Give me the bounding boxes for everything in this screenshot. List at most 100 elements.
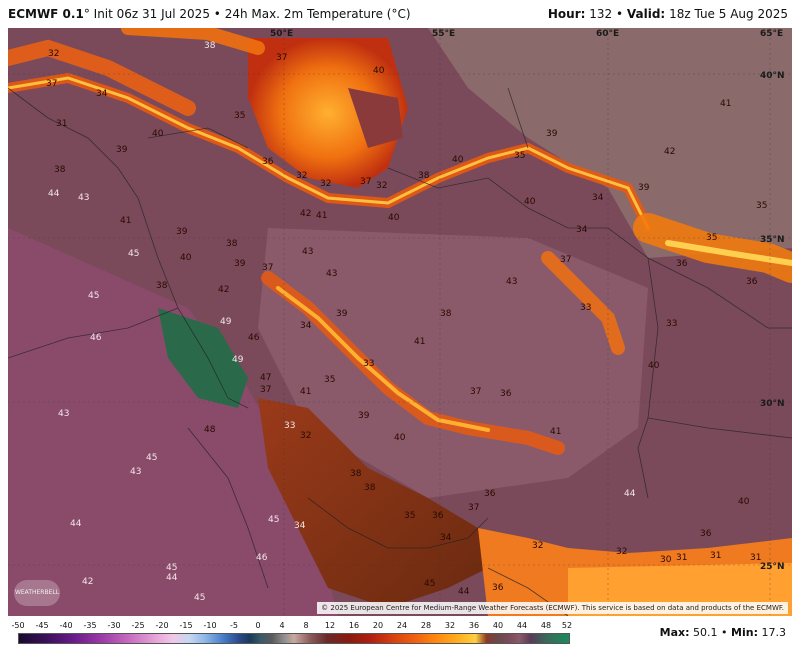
temp-label: 37 <box>468 503 479 513</box>
temp-label: 43 <box>130 467 141 477</box>
zagros-band-core <box>276 286 490 432</box>
temp-label: 38 <box>418 171 430 181</box>
map-canvas: 50°E 55°E 60°E 65°E 40°N 35°N 30°N 25°N … <box>8 28 792 616</box>
temp-label: 41 <box>120 216 131 226</box>
temp-label: 43 <box>58 409 69 419</box>
temp-label: 32 <box>296 171 307 181</box>
init-time: Init 06z 31 Jul 2025 <box>93 7 210 21</box>
temp-label: 46 <box>90 333 102 343</box>
temp-label: 39 <box>336 309 348 319</box>
temp-label: 36 <box>492 583 504 593</box>
grid-coordinate-labels: 50°E 55°E 60°E 65°E 40°N 35°N 30°N 25°N <box>270 29 785 572</box>
temp-label: 42 <box>218 285 229 295</box>
temp-label: 31 <box>710 551 721 561</box>
min-value: 17.3 <box>761 626 787 639</box>
temp-label: 38 <box>440 309 452 319</box>
persian-gulf <box>258 398 488 608</box>
temp-label: 30 <box>660 555 672 565</box>
hindukush-band-core <box>665 240 792 266</box>
land-iran-plateau <box>258 228 648 498</box>
temp-label: 32 <box>376 181 387 191</box>
temp-label: 41 <box>720 99 731 109</box>
caucasus-band <box>8 39 196 116</box>
temp-label: 43 <box>302 247 313 257</box>
temp-label: 42 <box>82 577 93 587</box>
scale-tick: 32 <box>444 621 456 630</box>
temp-label: 41 <box>300 387 311 397</box>
temp-label: 45 <box>268 515 279 525</box>
temp-label: 38 <box>54 165 66 175</box>
temp-label: 36 <box>484 489 496 499</box>
scale-tick: 40 <box>492 621 504 630</box>
temp-label: 40 <box>388 213 400 223</box>
temp-label: 40 <box>452 155 464 165</box>
temp-label: 37 <box>262 263 273 273</box>
scale-ticks: -50 -45 -40 -35 -30 -25 -20 -15 -10 -5 0… <box>11 621 572 633</box>
temp-label: 41 <box>414 337 425 347</box>
max-label: Max: <box>659 626 690 639</box>
temp-label: 33 <box>284 421 295 431</box>
grid-lines <box>8 28 792 616</box>
scale-tick: -5 <box>230 621 238 630</box>
temp-label: 45 <box>166 563 177 573</box>
scale-tick: 4 <box>279 621 285 630</box>
temperature-labels: 38 32 37 34 37 31 40 35 40 39 38 44 43 4… <box>46 41 767 603</box>
caspian-east-shore <box>348 88 403 148</box>
temp-label: 32 <box>616 547 627 557</box>
scale-tick: 44 <box>516 621 528 630</box>
hour-value: 132 <box>589 7 613 21</box>
scale-tick: -15 <box>179 621 193 630</box>
temp-label: 34 <box>592 193 604 203</box>
temp-label: 44 <box>458 587 470 597</box>
temp-label: 36 <box>746 277 758 287</box>
scale-tick: -25 <box>131 621 145 630</box>
temp-label: 39 <box>234 259 246 269</box>
temp-label: 35 <box>514 151 525 161</box>
temp-label: 33 <box>580 303 591 313</box>
temp-label: 45 <box>194 593 205 603</box>
temp-label: 48 <box>204 425 216 435</box>
temperature-map[interactable]: 50°E 55°E 60°E 65°E 40°N 35°N 30°N 25°N … <box>8 28 792 616</box>
temp-label: 47 <box>260 373 271 383</box>
weatherbell-logo: WEATHERBELL <box>14 580 60 606</box>
temp-label: 36 <box>432 511 444 521</box>
temp-label: 46 <box>248 333 260 343</box>
temp-label: 44 <box>166 573 178 583</box>
temp-label: 36 <box>500 389 512 399</box>
grid-label-55e: 55°E <box>432 29 455 39</box>
temp-label: 38 <box>156 281 168 291</box>
temp-label: 40 <box>373 66 385 76</box>
temp-label: 38 <box>350 469 362 479</box>
temp-label: 35 <box>756 201 767 211</box>
grid-label-40n: 40°N <box>760 71 785 81</box>
land-northeast <box>428 28 792 258</box>
model-degree: ° <box>83 7 90 21</box>
scale-tick: 36 <box>468 621 480 630</box>
temp-label: 37 <box>560 255 571 265</box>
scale-tick: -50 <box>11 621 25 630</box>
temp-label: 32 <box>48 49 59 59</box>
separator: • <box>721 626 728 639</box>
scale-tick: 24 <box>396 621 408 630</box>
temp-label: 37 <box>46 79 57 89</box>
grid-label-65e: 65°E <box>760 29 783 39</box>
separator: • <box>213 7 221 21</box>
map-header: ECMWF 0.1° Init 06z 31 Jul 2025 • 24h Ma… <box>0 0 800 28</box>
temp-label: 31 <box>676 553 687 563</box>
grid-label-35n: 35°N <box>760 235 785 245</box>
temp-label: 36 <box>700 529 712 539</box>
temp-label: 46 <box>256 553 268 563</box>
temp-label: 40 <box>180 253 192 263</box>
min-label: Min: <box>731 626 758 639</box>
temp-label: 42 <box>300 209 311 219</box>
valid-label: Valid: <box>626 7 666 21</box>
copyright-notice: © 2025 European Centre for Medium-Range … <box>317 602 788 614</box>
temp-label: 45 <box>146 453 157 463</box>
temp-label: 43 <box>506 277 517 287</box>
min-max-summary: Max: 50.1 • Min: 17.3 <box>660 626 786 639</box>
temp-label: 43 <box>326 269 337 279</box>
temp-label: 39 <box>638 183 650 193</box>
temp-label: 37 <box>360 177 371 187</box>
east-iran-band <box>541 251 625 355</box>
temp-label: 43 <box>78 193 89 203</box>
